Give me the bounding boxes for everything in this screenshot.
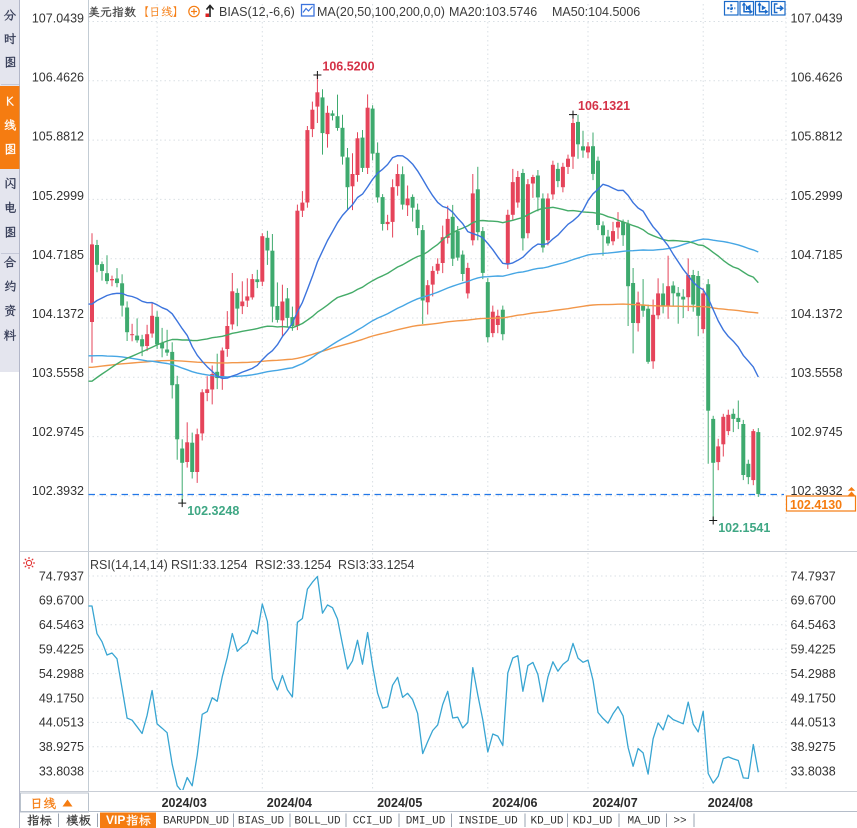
svg-text:105.8812: 105.8812	[791, 130, 843, 144]
svg-text:2024/04: 2024/04	[267, 796, 312, 810]
svg-text:102.4130: 102.4130	[790, 498, 842, 512]
svg-text:MA20:103.5746: MA20:103.5746	[449, 5, 537, 19]
svg-text:106.1321: 106.1321	[578, 99, 630, 113]
svg-text:RSI3:33.1254: RSI3:33.1254	[338, 558, 414, 572]
svg-text:104.1372: 104.1372	[791, 307, 843, 321]
svg-text:74.7937: 74.7937	[791, 569, 836, 583]
svg-text:BOLL_UD: BOLL_UD	[294, 816, 341, 828]
svg-text:44.0513: 44.0513	[791, 716, 836, 730]
svg-text:74.7937: 74.7937	[39, 569, 84, 583]
svg-text:54.2988: 54.2988	[791, 667, 836, 681]
svg-text:DMI_UD: DMI_UD	[406, 816, 446, 828]
svg-text:MA_UD: MA_UD	[627, 816, 660, 828]
svg-text:2024/05: 2024/05	[377, 796, 422, 810]
svg-text:64.5463: 64.5463	[791, 618, 836, 632]
svg-text:RSI(14,14,14): RSI(14,14,14)	[90, 558, 168, 572]
svg-text:33.8038: 33.8038	[791, 765, 836, 779]
svg-text:69.6700: 69.6700	[791, 594, 836, 608]
svg-text:33.8038: 33.8038	[39, 765, 84, 779]
svg-text:RSI1:33.1254: RSI1:33.1254	[171, 558, 247, 572]
svg-text:VIP: VIP	[106, 813, 125, 827]
svg-text:64.5463: 64.5463	[39, 618, 84, 632]
svg-text:BIAS_UD: BIAS_UD	[238, 816, 285, 828]
svg-text:38.9275: 38.9275	[39, 740, 84, 754]
svg-text:2024/06: 2024/06	[492, 796, 537, 810]
svg-text:107.0439: 107.0439	[791, 12, 843, 26]
svg-text:2024/03: 2024/03	[162, 796, 207, 810]
svg-text:105.2999: 105.2999	[32, 189, 84, 203]
svg-text:105.2999: 105.2999	[791, 189, 843, 203]
svg-text:102.9745: 102.9745	[791, 425, 843, 439]
svg-text:105.8812: 105.8812	[32, 130, 84, 144]
svg-text:102.3932: 102.3932	[32, 484, 84, 498]
svg-text:103.5558: 103.5558	[32, 366, 84, 380]
svg-text:69.6700: 69.6700	[39, 594, 84, 608]
svg-text:KD_UD: KD_UD	[530, 816, 563, 828]
svg-text:106.4626: 106.4626	[791, 71, 843, 85]
svg-text:49.1750: 49.1750	[791, 691, 836, 705]
svg-text:102.3932: 102.3932	[791, 484, 843, 498]
svg-text:49.1750: 49.1750	[39, 691, 84, 705]
svg-text:103.5558: 103.5558	[791, 366, 843, 380]
svg-text:2024/07: 2024/07	[593, 796, 638, 810]
svg-text:106.5200: 106.5200	[322, 60, 374, 74]
svg-text:MA50:104.5006: MA50:104.5006	[552, 5, 640, 19]
svg-text:106.4626: 106.4626	[32, 71, 84, 85]
svg-text:2024/08: 2024/08	[708, 796, 753, 810]
svg-text:CCI_UD: CCI_UD	[353, 816, 393, 828]
svg-text:102.3248: 102.3248	[187, 504, 239, 518]
svg-text:104.7185: 104.7185	[32, 248, 84, 262]
svg-text:104.7185: 104.7185	[791, 248, 843, 262]
svg-text:MA(20,50,100,200,0,0): MA(20,50,100,200,0,0)	[317, 5, 445, 19]
svg-text:59.4225: 59.4225	[39, 643, 84, 657]
svg-text:59.4225: 59.4225	[791, 643, 836, 657]
svg-text:RSI2:33.1254: RSI2:33.1254	[255, 558, 331, 572]
svg-text:102.1541: 102.1541	[718, 521, 770, 535]
svg-text:54.2988: 54.2988	[39, 667, 84, 681]
svg-text:INSIDE_UD: INSIDE_UD	[458, 816, 518, 828]
svg-text:107.0439: 107.0439	[32, 12, 84, 26]
svg-text:>>: >>	[673, 816, 686, 828]
svg-text:BARUPDN_UD: BARUPDN_UD	[163, 816, 229, 828]
svg-text:102.9745: 102.9745	[32, 425, 84, 439]
svg-text:BIAS(12,-6,6): BIAS(12,-6,6)	[219, 5, 295, 19]
svg-text:104.1372: 104.1372	[32, 307, 84, 321]
svg-text:44.0513: 44.0513	[39, 716, 84, 730]
svg-text:38.9275: 38.9275	[791, 740, 836, 754]
svg-text:KDJ_UD: KDJ_UD	[573, 816, 613, 828]
